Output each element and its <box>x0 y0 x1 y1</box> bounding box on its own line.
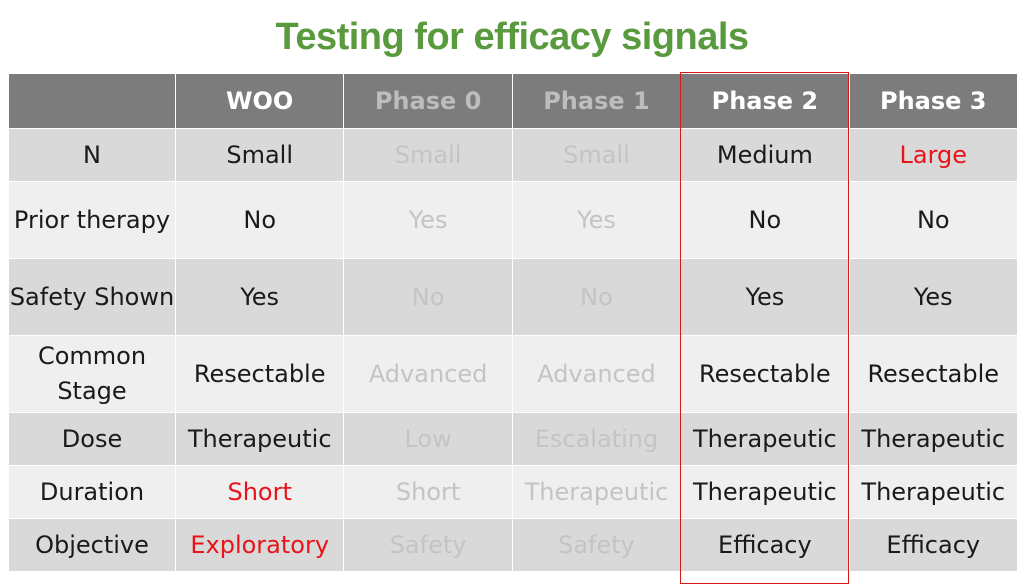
table-cell: Safety <box>511 518 682 572</box>
table-cell: Yes <box>174 258 345 336</box>
row-label: Objective <box>8 518 176 572</box>
table-cell: Small <box>174 128 345 182</box>
header-corner <box>8 73 176 129</box>
table-cell: Escalating <box>511 412 682 466</box>
header-phase-1: Phase 1 <box>511 73 682 129</box>
table-row: Duration Short Short Therapeutic Therape… <box>8 465 1018 519</box>
table-cell: No <box>680 181 850 259</box>
table-cell: Yes <box>680 258 850 336</box>
table-row: N Small Small Small Medium Large <box>8 128 1018 182</box>
table-cell: Advanced <box>511 335 682 413</box>
table-cell: Advanced <box>343 335 513 413</box>
row-label: Prior therapy <box>8 181 176 259</box>
comparison-table: WOO Phase 0 Phase 1 Phase 2 Phase 3 N Sm… <box>8 73 1018 572</box>
table-cell: Yes <box>848 258 1018 336</box>
row-label: Safety Shown <box>8 258 176 336</box>
table-row: Dose Therapeutic Low Escalating Therapeu… <box>8 412 1018 466</box>
table-cell: Low <box>343 412 513 466</box>
table-cell: No <box>511 258 682 336</box>
table-cell: Short <box>343 465 513 519</box>
table-row: Safety Shown Yes No No Yes Yes <box>8 258 1018 336</box>
table-cell: Resectable <box>848 335 1018 413</box>
table-cell: Resectable <box>680 335 850 413</box>
table-cell: No <box>174 181 345 259</box>
table-cell: Efficacy <box>848 518 1018 572</box>
table-row: Prior therapy No Yes Yes No No <box>8 181 1018 259</box>
table-cell: No <box>343 258 513 336</box>
row-label: Common Stage <box>8 335 176 413</box>
table-cell: Exploratory <box>174 518 345 572</box>
table-cell: Efficacy <box>680 518 850 572</box>
table-cell: Short <box>174 465 345 519</box>
table-cell: Large <box>848 128 1018 182</box>
header-row: WOO Phase 0 Phase 1 Phase 2 Phase 3 <box>8 73 1018 129</box>
header-phase-3: Phase 3 <box>848 73 1018 129</box>
table-cell: Small <box>343 128 513 182</box>
table-cell: Therapeutic <box>848 412 1018 466</box>
header-woo: WOO <box>174 73 345 129</box>
table-cell: Medium <box>680 128 850 182</box>
row-label: Dose <box>8 412 176 466</box>
page-title: Testing for efficacy signals <box>275 16 749 58</box>
table-cell: Resectable <box>174 335 345 413</box>
table-cell: Therapeutic <box>848 465 1018 519</box>
table-cell: Therapeutic <box>511 465 682 519</box>
header-phase-2: Phase 2 <box>680 73 850 129</box>
table-row: Common Stage Resectable Advanced Advance… <box>8 335 1018 413</box>
table-cell: Yes <box>343 181 513 259</box>
table-cell: Yes <box>511 181 682 259</box>
table-cell: Therapeutic <box>680 412 850 466</box>
table-cell: Therapeutic <box>680 465 850 519</box>
table-cell: No <box>848 181 1018 259</box>
table-cell: Safety <box>343 518 513 572</box>
header-phase-0: Phase 0 <box>343 73 513 129</box>
row-label: Duration <box>8 465 176 519</box>
table-row: Objective Exploratory Safety Safety Effi… <box>8 518 1018 572</box>
table-cell: Therapeutic <box>174 412 345 466</box>
row-label: N <box>8 128 176 182</box>
table-cell: Small <box>511 128 682 182</box>
